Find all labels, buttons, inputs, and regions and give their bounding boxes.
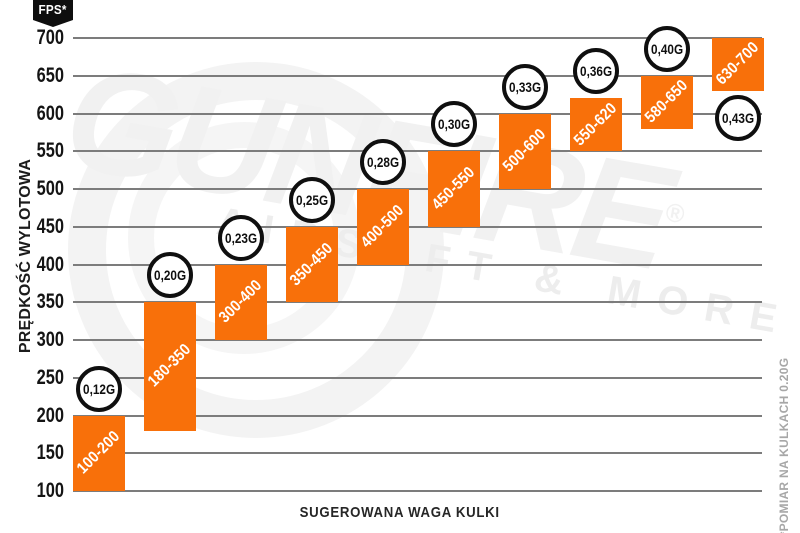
bb-weight-label: 0,36G — [579, 63, 613, 80]
bb-weight-label: 0,20G — [153, 267, 187, 284]
bb-weight-circle-0,40G: 0,40G — [644, 25, 690, 72]
bar-range-label: 500-600 — [499, 126, 550, 176]
bb-weight-circle-0,12G: 0,12G — [76, 365, 122, 412]
bar-range-label: 630-700 — [712, 39, 763, 89]
fps-range-bar-0,28G: 400-500 — [357, 189, 409, 265]
x-axis-title-text: SUGEROWANA WAGA KULKI — [299, 504, 501, 521]
fps-range-bar-0,20G: 180-350 — [144, 302, 196, 431]
bar-range-label: 300-400 — [215, 277, 266, 327]
fps-range-bar-0,25G: 350-450 — [286, 226, 338, 303]
bar-range-label: 550-620 — [570, 99, 621, 150]
bb-weight-label: 0,40G — [650, 40, 684, 57]
bar-range-label: 350-450 — [286, 239, 337, 289]
bb-weight-label: 0,30G — [437, 116, 471, 133]
y-tick-label-200: 200 — [36, 403, 64, 427]
y-tick-label-100: 100 — [36, 479, 64, 502]
y-tick-label-500: 500 — [36, 177, 64, 200]
y-axis-title: PRĘDKOŚĆ WYLOTOWA — [17, 158, 34, 354]
fps-range-bar-0,33G: 500-600 — [499, 113, 551, 189]
y-tick-label-450: 450 — [36, 214, 64, 238]
fps-range-bar-0,23G: 300-400 — [215, 264, 267, 340]
y-tick-label-150: 150 — [36, 441, 64, 465]
gridline-500 — [73, 188, 762, 190]
fps-range-bar-0,36G: 550-620 — [570, 98, 622, 152]
bb-weight-circle-0,28G: 0,28G — [360, 139, 406, 185]
gridline-550 — [73, 150, 762, 153]
bb-weight-circle-0,43G: 0,43G — [715, 94, 761, 141]
measurement-footnote: *POMIAR NA KULKACH 0.20G — [777, 357, 791, 533]
gridline-700 — [73, 37, 762, 39]
bb-weight-circle-0,25G: 0,25G — [289, 176, 335, 223]
bb-weight-label: 0,28G — [366, 154, 400, 170]
bb-weight-circle-0,36G: 0,36G — [573, 48, 619, 95]
x-axis-title: SUGEROWANA WAGA KULKI — [0, 504, 800, 522]
fps-range-bar-0,40G: 580-650 — [641, 75, 693, 129]
y-tick-label-250: 250 — [36, 365, 64, 389]
y-tick-label-600: 600 — [36, 101, 64, 125]
bar-range-label: 450-550 — [428, 163, 479, 214]
gridline-450 — [73, 225, 762, 228]
bb-weight-label: 0,33G — [508, 78, 542, 95]
gridline-100 — [73, 490, 762, 492]
y-tick-label-550: 550 — [36, 139, 64, 163]
bb-weight-circle-0,30G: 0,30G — [431, 101, 477, 148]
y-tick-label-300: 300 — [36, 328, 64, 351]
bar-range-label: 100-200 — [73, 428, 124, 478]
fps-range-bar-0,12G: 100-200 — [73, 415, 125, 491]
bb-weight-label: 0,25G — [295, 191, 329, 208]
bar-range-label: 580-650 — [641, 77, 692, 127]
bar-range-label: 400-500 — [357, 201, 408, 252]
y-tick-label-350: 350 — [36, 290, 64, 314]
bb-weight-circle-0,33G: 0,33G — [502, 63, 548, 110]
bb-weight-circle-0,23G: 0,23G — [218, 214, 264, 261]
bb-weight-label: 0,23G — [224, 229, 258, 246]
fps-range-bar-0,30G: 450-550 — [428, 151, 480, 227]
fps-range-bar-0,43G: 630-700 — [712, 38, 764, 91]
y-tick-label-400: 400 — [36, 252, 64, 276]
y-tick-label-650: 650 — [36, 63, 64, 87]
bar-range-label: 180-350 — [144, 341, 195, 391]
bb-weight-label: 0,12G — [82, 380, 116, 397]
gridline-150 — [73, 452, 762, 455]
bb-weight-label: 0,43G — [721, 109, 755, 126]
y-tick-label-700: 700 — [36, 26, 64, 49]
fps-unit-badge-label: FPS* — [38, 2, 68, 17]
bb-weight-circle-0,20G: 0,20G — [147, 252, 193, 299]
